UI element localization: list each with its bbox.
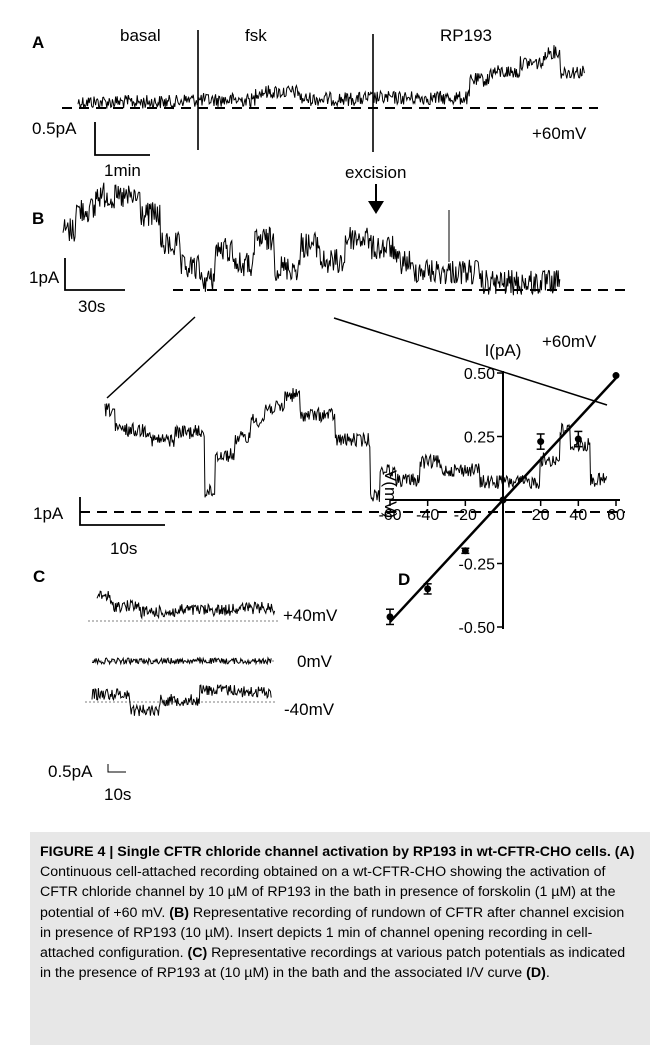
panel-a-label-basal: basal <box>120 26 161 45</box>
caption-tag-b: (B) <box>169 904 189 921</box>
panel-a-scalebar <box>94 122 150 156</box>
iv-data-point <box>537 438 545 446</box>
iv-y-tick-label: -0.50 <box>459 620 496 637</box>
c-scale-current: 0.5pA <box>48 762 93 781</box>
iv-x-tick-label: 60 <box>607 507 625 524</box>
c-voltage-0: 0mV <box>297 652 333 671</box>
iv-y-tick-label: 0.50 <box>464 366 495 383</box>
panel-c-letter: C <box>33 567 45 586</box>
panel-a-scale-time: 1min <box>104 161 141 180</box>
iv-data-point <box>424 585 432 593</box>
c-scale-time: 10s <box>104 785 131 804</box>
zoom-line-left <box>106 316 196 399</box>
c-trace-neg40 <box>91 684 272 717</box>
panel-b-voltage: +60mV <box>542 332 597 351</box>
caption-text-a: Continuous cell-attached recording obtai… <box>40 864 616 921</box>
iv-data-point <box>612 372 620 380</box>
iv-x-tick-label: -20 <box>454 507 477 524</box>
panel-b-letter: B <box>32 209 44 228</box>
caption-text-b: Representative recording of rundown of C… <box>40 904 625 962</box>
iv-data-point <box>574 435 582 443</box>
c-trace-pos40 <box>96 590 276 620</box>
panel-a-voltage: +60mV <box>532 124 587 143</box>
panel-a-scale-current: 0.5pA <box>32 119 77 138</box>
iv-data-point <box>386 613 394 621</box>
iv-data-point <box>499 496 507 504</box>
panel-b-scalebar <box>64 258 125 291</box>
panel-b-scale-current: 1pA <box>29 268 60 287</box>
iv-x-tick-label: 40 <box>569 507 587 524</box>
iv-data-point <box>461 547 469 555</box>
iv-x-tick-label: -40 <box>416 507 439 524</box>
iv-y-axis-label: I(pA) <box>485 341 522 360</box>
figure-4: A basal fsk RP193 0.5pA 1min +60mV B exc… <box>29 26 625 804</box>
figure-caption: FIGURE 4 | Single CFTR chloride channel … <box>30 842 650 983</box>
iv-y-tick-label: -0.25 <box>459 557 496 574</box>
caption-end: . <box>545 965 550 982</box>
panel-b-scale-time: 30s <box>78 297 105 316</box>
figure-caption-box: FIGURE 4 | Single CFTR chloride channel … <box>30 832 650 1045</box>
insert-scale-current: 1pA <box>33 504 64 523</box>
insert-scale-time: 10s <box>110 539 137 558</box>
iv-chart: D I(pA) V(mV) -60 -40 -20 20 40 60 0.50 0.25 -0.… <box>378 341 625 637</box>
panel-a-letter: A <box>32 33 44 52</box>
caption-heading: FIGURE 4 | Single CFTR chloride channel … <box>40 844 611 860</box>
caption-tag-c: (C) <box>187 945 208 962</box>
insert-trace <box>104 388 608 502</box>
panel-d-letter: D <box>398 570 410 589</box>
caption-text-c: Representative recordings at various pat… <box>40 945 626 982</box>
zoom-line-right <box>333 317 608 406</box>
iv-x-axis-label: V(mV) <box>381 470 400 518</box>
panel-a-trace <box>77 45 585 110</box>
insert-scalebar <box>79 497 165 526</box>
panel-a-label-rp193: RP193 <box>440 26 492 45</box>
caption-tag-a: (A) <box>614 844 635 860</box>
panel-a-label-fsk: fsk <box>245 26 267 45</box>
caption-tag-d: (D) <box>526 965 546 982</box>
panel-b-trace <box>62 182 561 296</box>
iv-x-tick-label: 20 <box>532 507 550 524</box>
excision-label: excision <box>345 163 406 182</box>
iv-y-tick-label: 0.25 <box>464 430 495 447</box>
c-voltage-pos40: +40mV <box>283 606 338 625</box>
c-trace-0 <box>91 656 272 666</box>
iv-x-tick-label: -60 <box>378 507 401 524</box>
excision-arrow-head <box>368 201 384 214</box>
c-scalebar <box>107 764 126 773</box>
c-voltage-neg40: -40mV <box>284 700 335 719</box>
